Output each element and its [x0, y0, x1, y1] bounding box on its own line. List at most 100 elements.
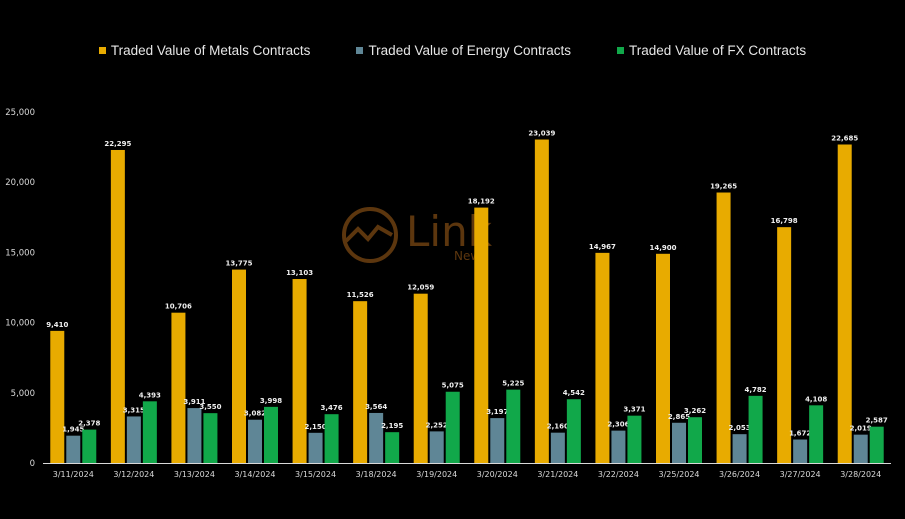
x-tick-label: 3/27/2024 [780, 470, 821, 479]
bar-energy [248, 419, 262, 463]
x-tick-label: 3/11/2024 [53, 470, 94, 479]
bar-fx [627, 415, 642, 463]
bar-metals [716, 192, 731, 463]
data-label-metals: 14,967 [589, 243, 616, 251]
bar-fx [809, 405, 824, 463]
legend-label-metals: Traded Value of Metals Contracts [110, 43, 311, 58]
data-label-metals: 13,775 [225, 260, 252, 268]
data-label-metals: 12,059 [407, 284, 434, 292]
data-label-fx: 5,225 [502, 380, 524, 388]
data-label-metals: 11,526 [347, 291, 374, 299]
bar-metals [534, 139, 549, 463]
bar-metals [171, 312, 186, 463]
x-tick-label: 3/28/2024 [840, 470, 881, 479]
bar-fx [566, 399, 581, 463]
y-tick-label: 0 [30, 459, 35, 469]
x-tick-label: 3/13/2024 [174, 470, 215, 479]
bar-metals [837, 144, 852, 463]
bar-energy [672, 422, 686, 463]
legend-item-energy: Traded Value of Energy Contracts [356, 43, 571, 58]
bar-fx [748, 395, 763, 463]
bar-metals [353, 301, 368, 463]
bar-fx [445, 391, 460, 463]
x-tick-label: 3/22/2024 [598, 470, 639, 479]
bar-metals [413, 293, 428, 463]
bar-fx [385, 432, 400, 463]
bar-metals [656, 253, 670, 463]
x-tick-label: 3/12/2024 [113, 470, 154, 479]
data-label-energy: 2,865 [668, 413, 690, 421]
x-tick-label: 3/14/2024 [234, 470, 275, 479]
bar-metals [110, 149, 125, 463]
bar-fx [324, 414, 339, 463]
legend-swatch-fx [617, 47, 625, 54]
bar-fx [869, 426, 884, 463]
data-label-fx: 3,262 [684, 407, 706, 415]
bar-fx [264, 406, 278, 463]
data-label-energy: 3,315 [123, 406, 145, 414]
data-label-fx: 4,782 [744, 386, 766, 394]
data-label-energy: 1,945 [62, 426, 84, 434]
data-label-metals: 18,192 [468, 198, 495, 206]
bar-energy [732, 434, 747, 463]
bar-fx [82, 429, 97, 463]
y-tick-label: 25,000 [5, 108, 35, 118]
data-label-energy: 2,019 [850, 425, 872, 433]
bar-energy [126, 416, 141, 463]
data-label-energy: 2,306 [607, 421, 629, 429]
data-label-fx: 4,542 [563, 389, 585, 397]
x-tick-label: 3/21/2024 [537, 470, 578, 479]
data-label-metals: 19,265 [710, 183, 737, 191]
data-label-metals: 22,685 [831, 135, 858, 143]
bar-fx [506, 389, 521, 463]
data-label-energy: 1,672 [789, 430, 811, 438]
legend: Traded Value of Metals Contracts Traded … [0, 43, 905, 58]
bar-energy [308, 432, 323, 463]
legend-label-energy: Traded Value of Energy Contracts [368, 43, 572, 58]
bar-energy [550, 432, 565, 463]
data-label-fx: 3,550 [199, 403, 221, 411]
bar-metals [474, 207, 489, 463]
x-tick-label: 3/18/2024 [356, 470, 397, 479]
data-label-energy: 2,053 [728, 424, 750, 432]
x-tick-label: 3/20/2024 [477, 470, 518, 479]
legend-item-fx: Traded Value of FX Contracts [617, 43, 806, 58]
bar-metals [595, 252, 610, 463]
bar-fx [688, 417, 702, 463]
data-label-fx: 2,195 [381, 422, 403, 430]
x-tick-label: 3/15/2024 [295, 470, 336, 479]
data-label-energy: 2,160 [547, 423, 569, 431]
data-label-energy: 3,564 [365, 403, 387, 411]
x-tick-label: 3/26/2024 [719, 470, 760, 479]
data-label-fx: 2,587 [866, 417, 888, 425]
data-label-fx: 3,998 [260, 397, 282, 405]
legend-swatch-metals [98, 47, 106, 54]
bar-energy [369, 412, 384, 463]
data-label-metals: 23,039 [528, 130, 555, 138]
data-label-energy: 3,197 [486, 408, 508, 416]
data-label-energy: 2,252 [426, 421, 448, 429]
y-tick-label: 15,000 [5, 248, 35, 258]
data-label-energy: 2,150 [304, 423, 326, 431]
bar-energy [611, 430, 626, 463]
data-label-energy: 3,082 [244, 410, 266, 418]
legend-swatch-energy [356, 47, 364, 54]
bar-fx [203, 413, 218, 463]
bar-energy [187, 408, 202, 463]
data-label-metals: 14,900 [649, 244, 676, 252]
data-label-metals: 22,295 [104, 140, 131, 148]
data-label-fx: 5,075 [442, 382, 464, 390]
bar-metals [777, 227, 792, 463]
bar-energy [66, 435, 81, 463]
data-label-energy: 3,911 [183, 398, 205, 406]
bar-metals [232, 269, 246, 463]
watermark-icon [342, 207, 398, 263]
bar-energy [853, 434, 868, 463]
data-label-metals: 16,798 [771, 217, 798, 225]
bar-metals [292, 279, 307, 463]
legend-item-metals: Traded Value of Metals Contracts [98, 43, 311, 58]
data-label-fx: 3,371 [623, 406, 645, 414]
y-tick-label: 10,000 [5, 319, 35, 329]
y-tick-label: 5,000 [11, 389, 35, 399]
